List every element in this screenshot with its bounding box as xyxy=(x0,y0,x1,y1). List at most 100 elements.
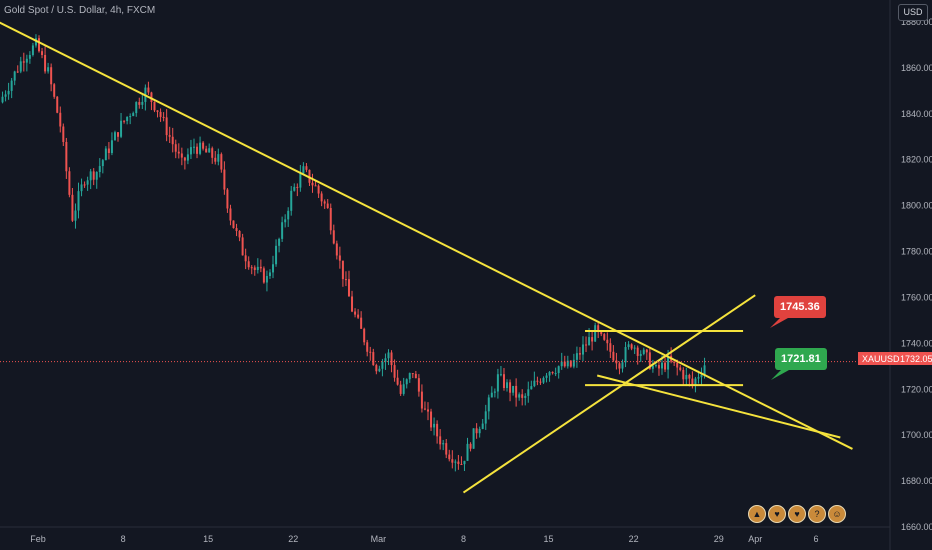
candle-body xyxy=(563,361,566,367)
candle-body xyxy=(113,132,116,141)
candle-body xyxy=(618,363,621,369)
candle-body xyxy=(141,101,144,105)
candle-body xyxy=(65,141,68,172)
candle-body xyxy=(645,349,648,353)
candle-body xyxy=(375,365,378,372)
candle-body xyxy=(205,148,208,153)
candle-body xyxy=(414,373,417,379)
candle-body xyxy=(648,352,651,369)
candle-body xyxy=(95,172,98,180)
candle-body xyxy=(332,230,335,244)
laughing-face-icon[interactable]: ☺ xyxy=(828,505,846,523)
candle-body xyxy=(183,157,186,161)
candle-body xyxy=(603,334,606,340)
currency-button[interactable]: USD xyxy=(898,4,928,21)
last-price-label: 1732.05 xyxy=(900,354,932,364)
candle-body xyxy=(135,102,138,114)
thinking-face-icon[interactable]: ? xyxy=(808,505,826,523)
candle-body xyxy=(117,132,120,137)
y-tick-label: 1700.00 xyxy=(901,430,932,440)
candle-body xyxy=(697,377,700,379)
candle-body xyxy=(478,428,481,434)
candle-body xyxy=(521,394,524,398)
candle-body xyxy=(86,180,89,185)
candle-body xyxy=(16,71,19,73)
candle-body xyxy=(1,96,4,103)
candle-body xyxy=(159,111,162,117)
candle-body xyxy=(13,71,16,81)
candle-body xyxy=(676,362,679,368)
candle-body xyxy=(308,169,311,183)
candle-body xyxy=(25,58,28,63)
y-tick-label: 1860.00 xyxy=(901,63,932,73)
candle-body xyxy=(284,219,287,223)
candle-body xyxy=(654,365,657,367)
rocket-icon[interactable]: ▲ xyxy=(748,505,766,523)
candle-body xyxy=(281,222,284,239)
candle-body xyxy=(156,110,159,112)
candle-body xyxy=(338,255,341,261)
candle-body xyxy=(208,148,211,153)
candle-body xyxy=(41,51,44,55)
reactions-bar[interactable]: ▲ ♥ ♥ ? ☺ xyxy=(748,505,846,523)
candle-body xyxy=(247,261,250,268)
lower-callout-pointer xyxy=(771,370,789,380)
candle-body xyxy=(651,365,654,369)
candle-body xyxy=(211,148,214,158)
candle-body xyxy=(296,186,299,188)
candle-body xyxy=(232,220,235,229)
candle-body xyxy=(162,116,165,118)
candle-body xyxy=(186,154,189,161)
candle-body xyxy=(326,203,329,209)
trendline-layer xyxy=(0,21,853,494)
candle-body xyxy=(384,358,387,362)
trendline xyxy=(462,294,756,494)
candle-body xyxy=(609,343,612,352)
candle-body xyxy=(335,243,338,256)
candle-body xyxy=(633,347,636,349)
candle-body xyxy=(7,90,10,95)
candle-body xyxy=(457,461,460,465)
candle-body xyxy=(366,342,369,352)
y-tick-label: 1840.00 xyxy=(901,109,932,119)
candle-body xyxy=(320,193,323,202)
candle-body xyxy=(363,328,366,343)
candle-body xyxy=(527,389,530,396)
candle-body xyxy=(341,260,344,280)
candle-body xyxy=(679,367,682,370)
candle-body xyxy=(347,279,350,297)
candle-body xyxy=(691,378,694,385)
candle-body xyxy=(581,344,584,355)
candle-body xyxy=(199,142,202,154)
candle-body xyxy=(290,190,293,211)
candle-body xyxy=(436,423,439,437)
candle-body xyxy=(600,331,603,335)
candle-body xyxy=(354,311,357,315)
candle-body xyxy=(74,210,77,221)
candle-body xyxy=(28,54,31,59)
candle-body xyxy=(506,382,509,389)
candle-body xyxy=(275,245,278,265)
candle-body xyxy=(481,423,484,429)
candle-body xyxy=(490,392,493,398)
x-tick-label: 15 xyxy=(203,534,213,544)
x-tick-label: 22 xyxy=(629,534,639,544)
candle-body xyxy=(311,182,314,186)
candle-body xyxy=(323,201,326,204)
candle-body xyxy=(10,80,13,91)
heart-icon[interactable]: ♥ xyxy=(768,505,786,523)
candle-body xyxy=(22,61,25,63)
heart-icon[interactable]: ♥ xyxy=(788,505,806,523)
candle-body xyxy=(572,359,575,367)
candle-body xyxy=(417,378,420,392)
candle-body xyxy=(639,353,642,356)
candle-body xyxy=(390,352,393,366)
candle-body xyxy=(533,380,536,387)
candle-body xyxy=(499,374,502,376)
symbol-label: XAUUSD xyxy=(862,354,900,364)
y-tick-label: 1740.00 xyxy=(901,338,932,348)
y-tick-label: 1800.00 xyxy=(901,201,932,211)
candle-body xyxy=(487,397,490,412)
candle-body xyxy=(62,126,65,142)
